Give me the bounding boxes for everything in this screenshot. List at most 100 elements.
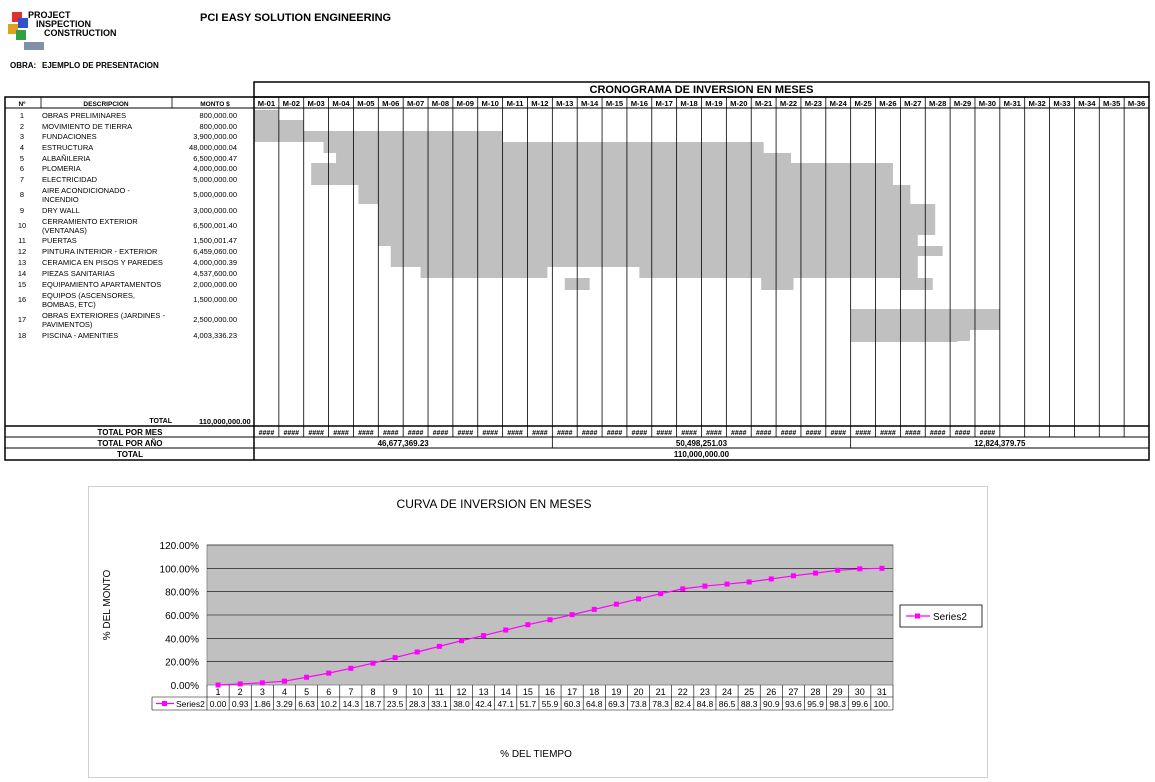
data-point: [680, 586, 686, 592]
data-table-value: 42.4: [475, 699, 492, 709]
data-table-value: 99.6: [852, 699, 869, 709]
row-number: 17: [18, 315, 26, 324]
data-point: [547, 617, 553, 623]
data-table-value: 18.7: [365, 699, 382, 709]
x-tick-label: 5: [304, 687, 309, 697]
data-table-value: 1.86: [254, 699, 271, 709]
row-number: 16: [18, 295, 26, 304]
x-tick-label: 31: [877, 687, 887, 697]
data-table-value: 60.3: [564, 699, 581, 709]
row-description: PLOMERIA: [42, 164, 81, 173]
row-description: AIRE ACONDICIONADO -: [42, 186, 130, 195]
data-point: [481, 633, 487, 639]
data-point: [879, 565, 885, 571]
x-tick-label: 11: [435, 687, 444, 697]
row-amount: 4,000,000.00: [193, 164, 237, 173]
gantt-bar: [900, 278, 933, 290]
x-tick-label: 8: [370, 687, 375, 697]
col-header-description: DESCRIPCION: [83, 101, 128, 108]
x-tick-label: 21: [656, 687, 666, 697]
gantt-bar: [358, 185, 911, 204]
month-header: M-34: [1078, 99, 1096, 108]
month-header: M-31: [1004, 99, 1022, 108]
y-tick-label: 40.00%: [165, 634, 199, 645]
monthly-total-cell: ####: [756, 430, 772, 437]
data-point: [348, 665, 354, 671]
row-number: 6: [20, 164, 24, 173]
x-tick-label: 28: [811, 687, 821, 697]
monthly-total-cell: ####: [458, 430, 474, 437]
monthly-total-cell: ####: [308, 430, 324, 437]
gantt-bar: [420, 267, 548, 278]
month-header: M-02: [283, 99, 300, 108]
month-header: M-25: [854, 99, 872, 108]
data-table-value: 86.5: [719, 699, 736, 709]
monthly-total-cell: ####: [830, 430, 846, 437]
monthly-total-cell: ####: [781, 430, 797, 437]
month-header: M-07: [407, 99, 424, 108]
x-tick-label: 30: [855, 687, 865, 697]
data-point: [436, 643, 442, 649]
gantt-bar: [323, 142, 764, 153]
month-header: M-24: [830, 99, 848, 108]
data-point: [370, 660, 376, 666]
monthly-total-cell: ####: [930, 430, 946, 437]
total-value: 110,000,000.00: [199, 417, 251, 426]
month-header: M-20: [730, 99, 747, 108]
row-number: 15: [18, 280, 26, 289]
data-point: [591, 606, 597, 612]
monthly-total-cell: ####: [383, 430, 399, 437]
x-tick-label: 25: [744, 687, 754, 697]
month-header: M-27: [904, 99, 921, 108]
y-tick-label: 80.00%: [165, 588, 199, 599]
row-amount: 4,000,000.39: [193, 258, 237, 267]
month-header: M-08: [432, 99, 449, 108]
monthly-total-cell: ####: [955, 430, 971, 437]
data-point: [414, 649, 420, 655]
gantt-bar: [378, 204, 936, 215]
row-amount: 1,500,000.00: [193, 295, 237, 304]
x-tick-label: 18: [589, 687, 599, 697]
x-tick-label: 7: [348, 687, 353, 697]
row-amount: 5,000,000.00: [193, 175, 237, 184]
row-description: FUNDACIONES: [42, 132, 97, 141]
row-number: 11: [18, 236, 26, 245]
obra-value: EJEMPLO DE PRESENTACION: [42, 61, 159, 70]
month-header: M-30: [979, 99, 996, 108]
data-table-value: 55.9: [542, 699, 559, 709]
month-header: M-13: [556, 99, 573, 108]
data-point: [813, 570, 819, 576]
month-header: M-11: [507, 99, 525, 108]
data-point: [746, 579, 752, 585]
month-header: M-09: [457, 99, 474, 108]
monthly-total-cell: ####: [433, 430, 449, 437]
data-point: [525, 622, 531, 628]
data-table-value: 0.93: [232, 699, 249, 709]
data-table-value: 93.6: [785, 699, 802, 709]
month-header: M-29: [954, 99, 971, 108]
gantt-bar: [863, 320, 970, 341]
data-point: [569, 612, 575, 618]
y-tick-label: 120.00%: [160, 541, 200, 552]
row-amount: 3,900,000.00: [193, 132, 237, 141]
row-description: DRY WALL: [42, 206, 80, 215]
month-header: M-17: [656, 99, 673, 108]
month-header: M-15: [606, 99, 624, 108]
data-point: [636, 596, 642, 602]
month-header: M-19: [705, 99, 722, 108]
gantt-bar: [639, 267, 918, 278]
total-label: TOTAL: [149, 418, 172, 425]
col-header-amount: MONTO $: [200, 101, 230, 108]
data-point: [237, 681, 243, 687]
monthly-total-cell: ####: [880, 430, 896, 437]
gantt-bar: [378, 215, 936, 235]
logo-text-line: INSPECTION: [36, 19, 92, 29]
month-header: M-35: [1103, 99, 1121, 108]
year-total-value: 12,824,379.75: [974, 439, 1026, 448]
chart-frame: [88, 486, 988, 778]
monthly-total-cell: ####: [333, 430, 349, 437]
row-amount: 3,000,000.00: [193, 206, 237, 215]
x-tick-label: 14: [501, 687, 511, 697]
chart-title: CURVA DE INVERSION EN MESES: [397, 497, 592, 511]
data-table-value: 28.3: [409, 699, 426, 709]
